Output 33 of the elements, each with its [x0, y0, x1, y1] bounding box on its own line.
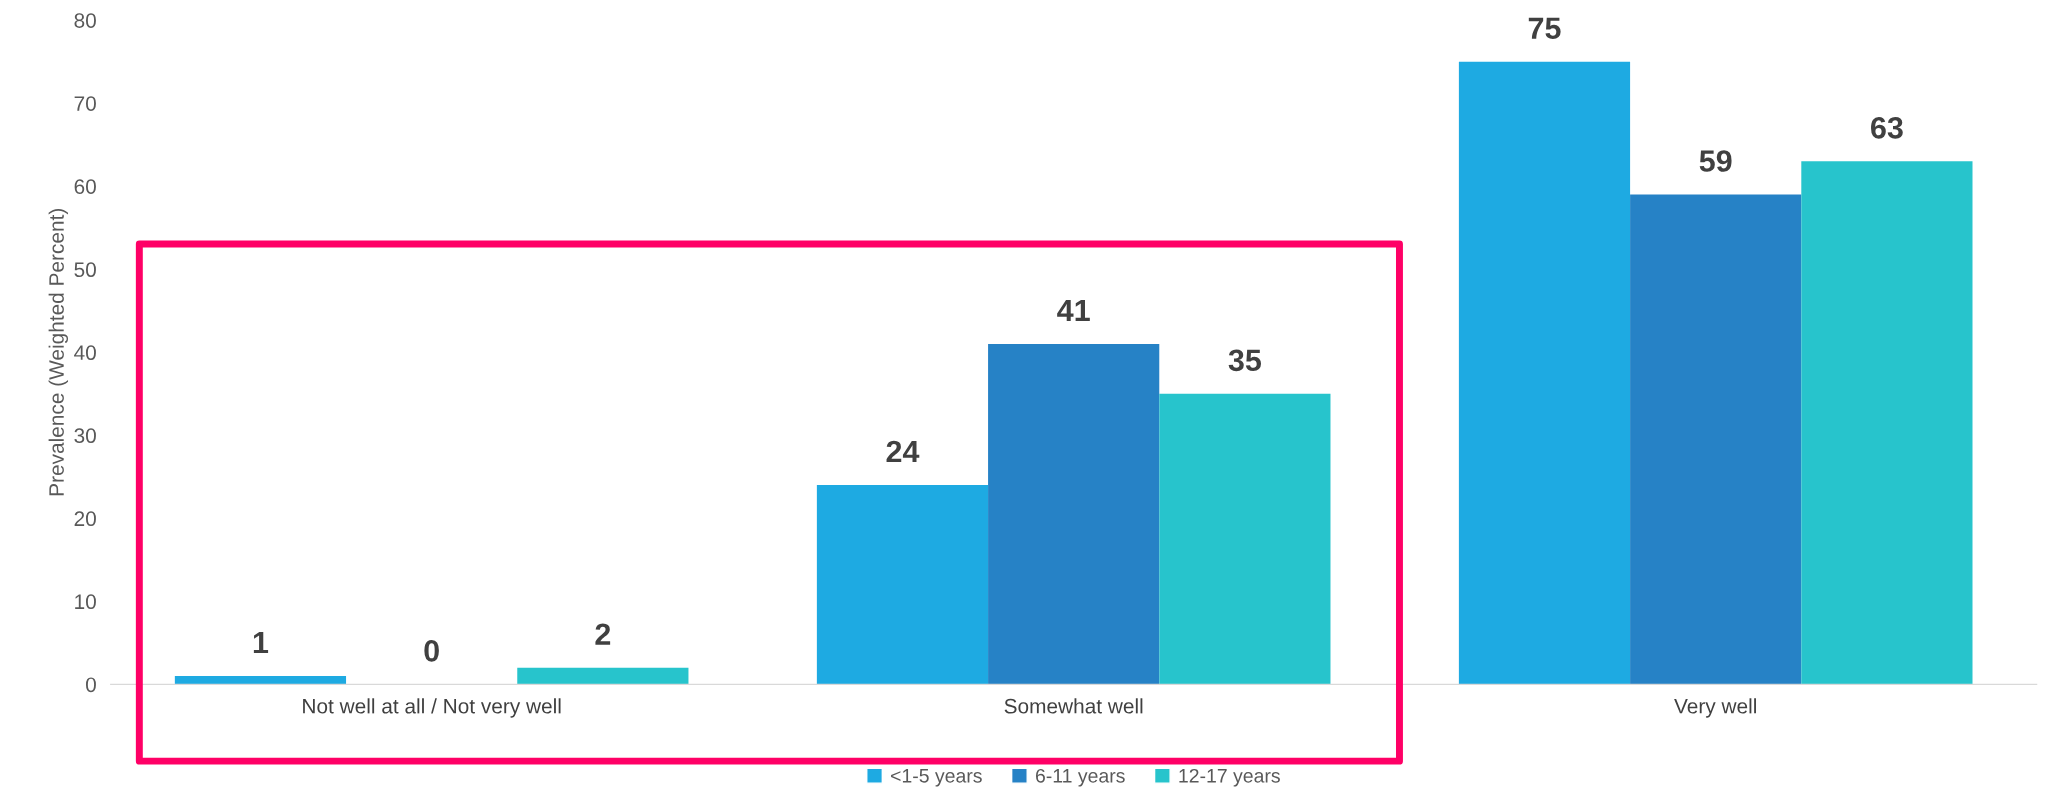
y-tick-label: 20: [74, 511, 96, 527]
bar: [1630, 194, 1802, 685]
bar: [1159, 393, 1331, 685]
bar: [174, 676, 347, 685]
bar: [1801, 161, 1973, 685]
y-tick-label: 30: [74, 428, 96, 444]
x-tick-label: Very well: [1674, 698, 1756, 718]
data-label: 0: [424, 640, 439, 662]
data-label: 63: [1871, 116, 1903, 139]
y-tick-label: 80: [74, 13, 96, 28]
data-label: 41: [1057, 299, 1090, 321]
data-label: 24: [886, 440, 920, 463]
bar: [517, 667, 689, 685]
data-label: 2: [595, 623, 611, 645]
x-tick-label: Somewhat well: [1004, 698, 1143, 714]
bar: [816, 485, 989, 685]
data-label: 1: [253, 632, 269, 654]
y-tick-label: 40: [74, 345, 96, 361]
legend-label: 6-11 years: [1035, 768, 1125, 787]
y-tick-label: 60: [74, 179, 96, 194]
data-label: 35: [1228, 349, 1262, 372]
y-tick-label: 50: [74, 262, 96, 278]
y-tick-label: 10: [75, 594, 96, 610]
x-tick-label: Not well at all / Not very well: [303, 698, 561, 718]
y-tick-label: 70: [74, 96, 96, 111]
y-axis-title: Prevalence (Weighted Percent): [48, 209, 69, 496]
data-label: 59: [1699, 150, 1732, 172]
legend-label: 12-17 years: [1179, 768, 1280, 787]
y-tick-label: 0: [85, 677, 96, 693]
bar: [1458, 61, 1631, 685]
bar: [988, 343, 1160, 685]
legend-label: <1-5 years: [891, 769, 982, 787]
data-label: 75: [1528, 17, 1561, 39]
